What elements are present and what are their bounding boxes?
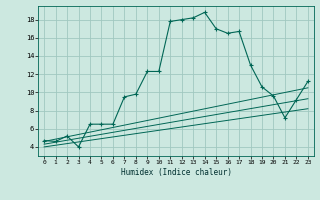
X-axis label: Humidex (Indice chaleur): Humidex (Indice chaleur) xyxy=(121,168,231,177)
